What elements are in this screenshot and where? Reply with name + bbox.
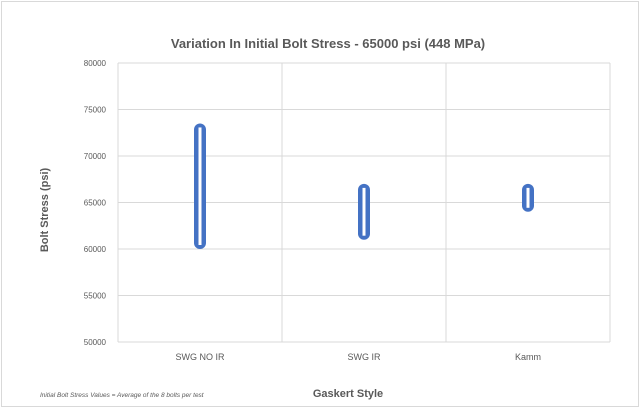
x-tick-label: SWG NO IR [176, 352, 225, 362]
y-tick-label: 65000 [84, 199, 107, 208]
y-tick-label: 75000 [84, 106, 107, 115]
y-tick-label: 70000 [84, 152, 107, 161]
y-tick-label: 60000 [84, 245, 107, 254]
x-axis-label: Gaskert Style [313, 388, 383, 400]
x-tick-label: SWG IR [348, 352, 381, 362]
y-tick-label: 50000 [84, 338, 107, 347]
range-bar-highlight [362, 187, 366, 236]
y-axis-label: Bolt Stress (psi) [39, 167, 51, 252]
range-bar-highlight [198, 127, 202, 245]
x-tick-label: Kamm [515, 352, 541, 362]
y-tick-label: 55000 [84, 292, 107, 301]
chart-title: Variation In Initial Bolt Stress - 65000… [171, 36, 485, 51]
y-tick-label: 80000 [84, 59, 107, 68]
range-bar-highlight [526, 187, 530, 208]
footnote: Initial Bolt Stress Values = Average of … [40, 392, 205, 399]
